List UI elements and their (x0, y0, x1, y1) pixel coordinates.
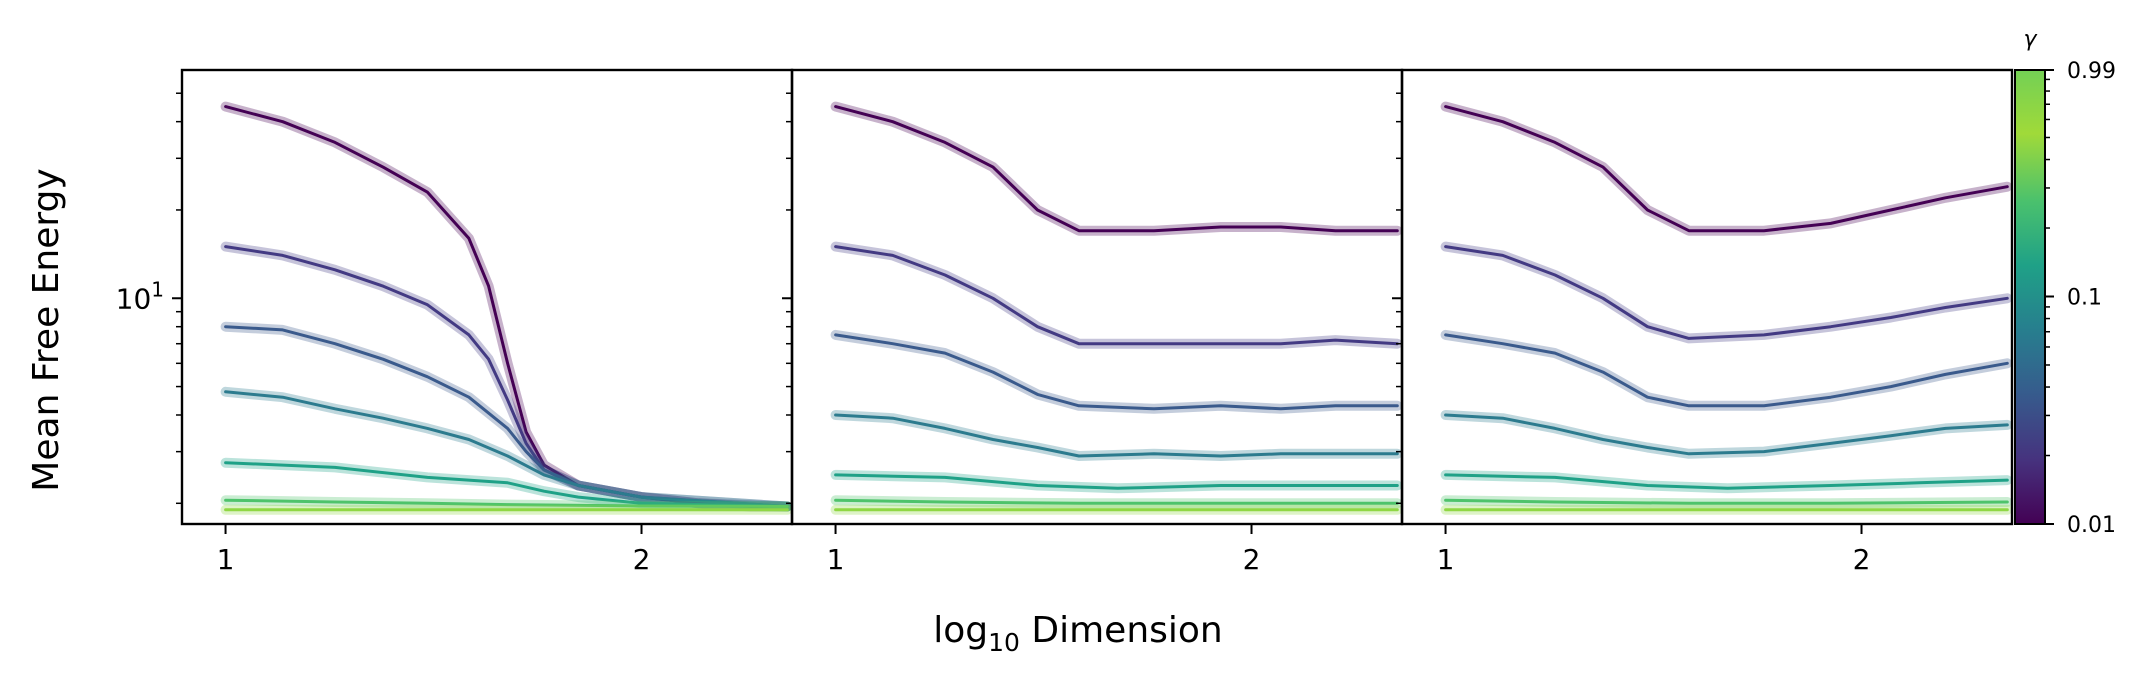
x-tick-label: 2 (633, 543, 651, 576)
series-band-gamma-0.1 (1440, 241, 2013, 344)
series-line-gamma-0.1 (1444, 245, 2009, 340)
x-tick-label: 1 (1437, 543, 1455, 576)
panel-left: 1 2 101 (116, 68, 794, 576)
series-line-gamma-0.9 (1444, 498, 2009, 505)
series-line-gamma-0.01 (834, 105, 1399, 233)
series-line-gamma-0.1 (834, 245, 1399, 346)
series-line-gamma-0.7 (834, 473, 1399, 490)
series-line-gamma-0.4 (1444, 413, 2009, 456)
panel-frame (1400, 68, 2014, 526)
series-line-gamma-0.2 (1444, 333, 2009, 408)
x-tick-label: 1 (217, 543, 235, 576)
colorbar: γ 0.99 0.1 0.01 (2014, 27, 2116, 538)
colorbar-tick-label: 0.01 (2067, 513, 2116, 538)
y-tick-label: 101 (116, 277, 164, 315)
series-band-gamma-0.01 (830, 101, 1403, 236)
series-line-gamma-0.01 (224, 105, 789, 508)
colorbar-tick-label: 0.99 (2067, 59, 2116, 84)
x-axis-label: log10 Dimension (933, 610, 1223, 657)
series-band-gamma-0.4 (830, 410, 1403, 461)
series-band-gamma-0.1 (830, 241, 1403, 349)
colorbar-tick-label: 0.1 (2067, 286, 2102, 311)
series-band-gamma-0.2 (1440, 329, 2013, 411)
series-band-gamma-0.01 (1440, 101, 2013, 236)
x-tick-label: 1 (827, 543, 845, 576)
x-tick-label: 2 (1243, 543, 1261, 576)
series-band-gamma-0.4 (1440, 410, 2013, 459)
x-axis-label-sub: 10 (988, 628, 1020, 657)
series-line-gamma-0.9 (224, 498, 789, 508)
colorbar-gradient (2014, 69, 2046, 525)
series-line-gamma-0.7 (1444, 473, 2009, 490)
x-axis-label-log: log (933, 610, 988, 651)
series-line-gamma-0.2 (834, 333, 1399, 411)
series-line-gamma-0.9 (834, 498, 1399, 505)
x-axis-label-rest: Dimension (1020, 610, 1223, 651)
x-tick-label: 2 (1853, 543, 1871, 576)
y-axis-label: Mean Free Energy (26, 168, 67, 491)
series-band-gamma-0.01 (220, 101, 793, 512)
series-line-gamma-0.01 (1444, 105, 2009, 233)
series-line-gamma-0.7 (224, 461, 789, 508)
colorbar-title: γ (2023, 27, 2037, 52)
series-line-gamma-0.4 (224, 390, 789, 508)
series-line-gamma-0.4 (834, 413, 1399, 458)
